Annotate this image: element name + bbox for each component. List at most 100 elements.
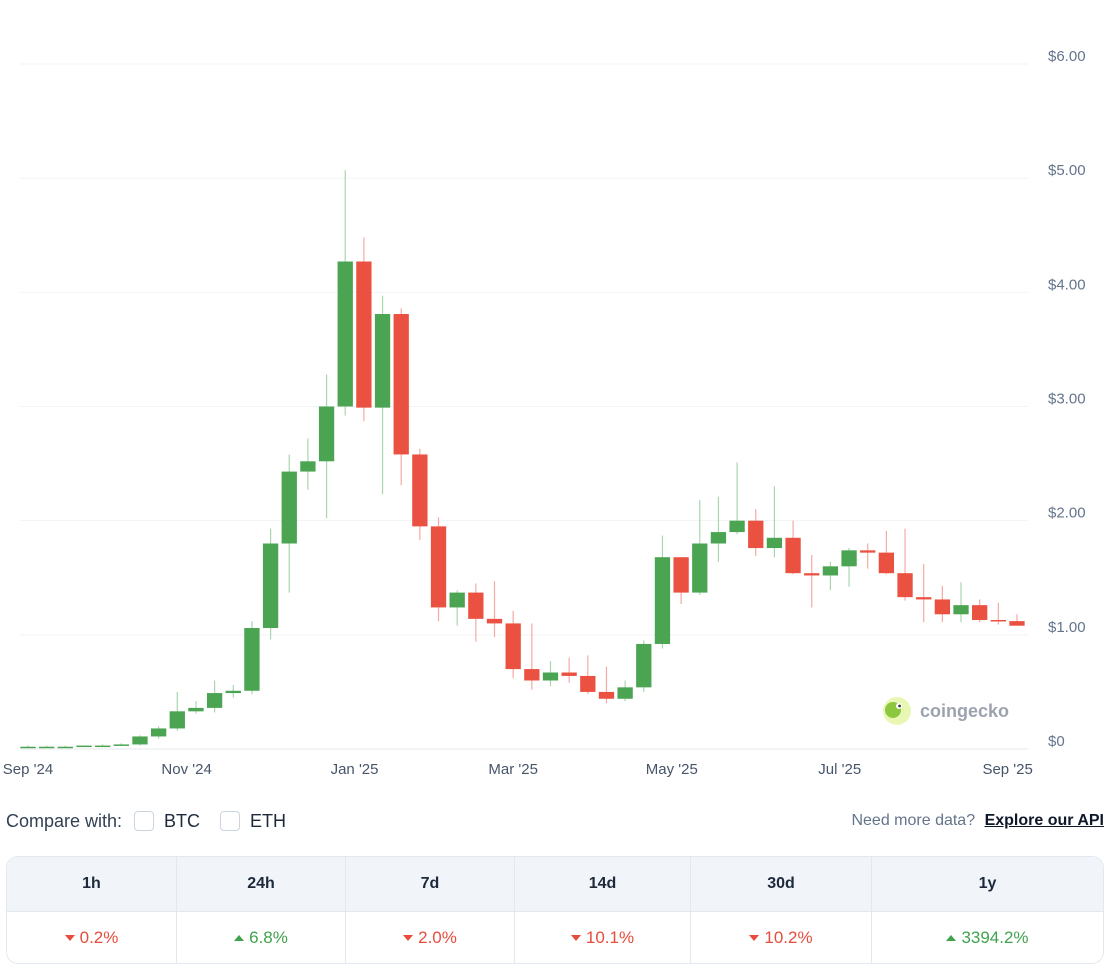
candle-body <box>598 691 615 699</box>
down-arrow-icon <box>570 934 581 941</box>
coingecko-watermark: coingecko <box>883 697 1009 725</box>
x-tick-label: May '25 <box>646 761 698 778</box>
value-1y-text: 3394.2% <box>961 927 1029 947</box>
up-arrow-icon <box>946 934 957 941</box>
candle-body <box>710 532 727 544</box>
candle-body <box>20 746 36 749</box>
down-arrow-icon <box>749 934 760 941</box>
candle-body <box>300 461 316 472</box>
candle-body <box>636 643 652 688</box>
candle-body <box>785 537 801 574</box>
candle-body <box>486 618 503 624</box>
value-7d: 2.0% <box>346 912 515 963</box>
candle-body <box>206 693 223 708</box>
value-1y: 3394.2% <box>872 912 1103 963</box>
header-7d: 7d <box>346 857 515 911</box>
candle-body <box>244 627 260 691</box>
candle-body <box>580 675 596 692</box>
candle-body <box>542 672 559 681</box>
compare-label: Compare with: <box>6 810 123 831</box>
value-14d: 10.1% <box>515 912 691 963</box>
candle-body <box>337 261 353 407</box>
candle-body <box>412 454 428 527</box>
candle-body <box>841 550 857 567</box>
down-arrow-icon <box>403 934 414 941</box>
header-24h: 24h <box>177 857 346 911</box>
y-tick-label: $1.00 <box>1048 619 1086 636</box>
candle-body <box>654 557 671 644</box>
x-tick-label: Mar '25 <box>488 761 538 778</box>
candle-body <box>76 745 92 748</box>
candle-body <box>374 314 391 408</box>
y-tick-label: $3.00 <box>1048 391 1086 408</box>
candle-body <box>860 550 876 553</box>
x-tick-label: Jul '25 <box>818 761 861 778</box>
y-tick-label: $0 <box>1048 733 1065 750</box>
x-tick-label: Sep '25 <box>982 761 1032 778</box>
price-chart: $0 $1.00 $2.00 $3.00 $4.00 $5.00 $6.00 Sep '24… <box>3 48 1086 778</box>
value-14d-text: 10.1% <box>585 927 635 947</box>
candle-body <box>150 728 167 737</box>
header-1h: 1h <box>7 857 177 911</box>
eth-checkbox[interactable] <box>220 811 241 831</box>
candle-body <box>729 520 745 533</box>
y-tick-label: $4.00 <box>1048 276 1086 293</box>
watermark-text: coingecko <box>920 701 1009 721</box>
candle-body <box>468 592 484 619</box>
compare-bar: Compare with: BTC ETH Need more data? Ex… <box>6 806 1104 836</box>
value-1h-text: 0.2% <box>79 927 119 947</box>
header-30d: 30d <box>691 857 872 911</box>
compare-eth-option[interactable]: ETH <box>220 811 286 832</box>
x-tick-label: Jan '25 <box>331 761 379 778</box>
candle-body <box>934 599 951 615</box>
candle-body <box>972 605 988 620</box>
value-30d: 10.2% <box>691 912 872 963</box>
candle-body <box>673 557 689 593</box>
compare-btc-option[interactable]: BTC <box>134 811 200 832</box>
candle-body <box>878 552 895 574</box>
down-arrow-icon <box>64 934 75 941</box>
candle-body <box>113 744 129 746</box>
candles <box>20 170 1025 749</box>
candle-body <box>94 745 111 748</box>
candle-body <box>449 592 465 608</box>
candle-body <box>262 543 279 628</box>
candle-body <box>169 711 185 729</box>
candle-body <box>748 520 764 549</box>
btc-checkbox[interactable] <box>134 811 155 831</box>
candle-body <box>39 746 55 749</box>
candle-body <box>505 623 521 670</box>
candle-body <box>916 597 932 600</box>
explore-api-link[interactable]: Explore our API <box>984 812 1104 829</box>
x-tick-label: Nov '24 <box>161 761 211 778</box>
value-7d-text: 2.0% <box>418 927 457 947</box>
y-tick-label: $2.00 <box>1048 505 1086 522</box>
candle-body <box>692 543 708 593</box>
performance-header-row: 1h 24h 7d 14d 30d 1y <box>7 857 1103 912</box>
value-30d-text: 10.2% <box>764 927 813 947</box>
candle-body <box>225 690 241 694</box>
candle-body <box>318 406 335 462</box>
performance-table: 1h 24h 7d 14d 30d 1y 0.2% 6.8% 2.0% 10.1… <box>6 856 1104 964</box>
candle-body <box>524 669 540 681</box>
y-tick-label: $6.00 <box>1048 48 1086 65</box>
candle-body <box>897 573 913 598</box>
candle-body <box>953 605 969 615</box>
value-24h-text: 6.8% <box>249 927 288 947</box>
candle-body <box>617 687 633 699</box>
candle-body <box>356 261 372 408</box>
y-axis: $0 $1.00 $2.00 $3.00 $4.00 $5.00 $6.00 <box>1048 48 1086 750</box>
up-arrow-icon <box>234 934 245 941</box>
candle-body <box>132 736 148 745</box>
candle-body <box>188 707 204 712</box>
api-prompt: Need more data? <box>851 812 976 829</box>
x-axis: Sep '24 Nov '24 Jan '25 Mar '25 May '25 Jul '… <box>3 761 1033 778</box>
y-tick-label: $5.00 <box>1048 162 1086 179</box>
candle-body <box>281 471 297 544</box>
btc-label: BTC <box>164 810 201 831</box>
api-promo: Need more data? Explore our API <box>851 812 1104 830</box>
eth-label: ETH <box>250 810 287 831</box>
candle-body <box>57 746 73 749</box>
value-24h: 6.8% <box>177 912 346 963</box>
grid-lines <box>20 63 1028 750</box>
